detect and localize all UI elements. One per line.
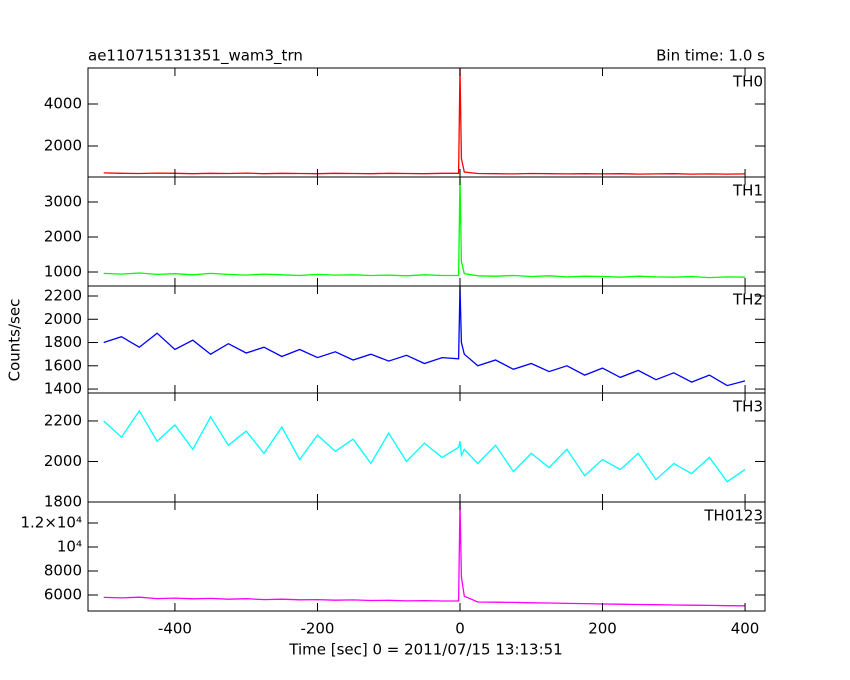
chart-title: ae110715131351_wam3_trn bbox=[88, 47, 303, 66]
x-tick-label: 400 bbox=[731, 620, 760, 638]
panel-label: TH3 bbox=[732, 398, 763, 416]
light-curve bbox=[103, 286, 746, 387]
y-tick-label: 2000 bbox=[44, 137, 82, 155]
panel-frame bbox=[87, 176, 766, 287]
panel-label: TH1 bbox=[732, 182, 763, 200]
y-tick-label: 8000 bbox=[44, 562, 82, 580]
light-curve bbox=[103, 177, 746, 279]
x-tick-label: 0 bbox=[455, 620, 465, 638]
y-tick-label: 2200 bbox=[44, 411, 82, 429]
panel-frame bbox=[87, 392, 766, 503]
x-axis-label: Time [sec] 0 = 2011/07/15 13:13:51 bbox=[288, 641, 562, 659]
panel-label: TH2 bbox=[732, 291, 763, 309]
panel-frame bbox=[87, 67, 766, 178]
light-curve bbox=[103, 409, 746, 483]
x-tick-label: -200 bbox=[300, 620, 334, 638]
y-tick-label: 2200 bbox=[44, 287, 82, 305]
y-tick-label: 2000 bbox=[44, 310, 82, 328]
light-curve bbox=[103, 68, 746, 175]
panel-frame bbox=[87, 501, 766, 612]
y-tick-label: 1400 bbox=[44, 380, 82, 398]
y-tick-label: 10⁴ bbox=[57, 538, 82, 556]
y-tick-label: 1000 bbox=[44, 262, 82, 280]
light-curve bbox=[103, 502, 746, 607]
y-tick-label: 1800 bbox=[44, 493, 82, 511]
y-tick-label: 1600 bbox=[44, 356, 82, 374]
y-tick-label: 1800 bbox=[44, 333, 82, 351]
y-axis-label: Counts/sec bbox=[6, 299, 24, 382]
y-tick-label: 2000 bbox=[44, 452, 82, 470]
y-tick-label: 4000 bbox=[44, 94, 82, 112]
x-tick-label: -400 bbox=[158, 620, 192, 638]
panel-label: TH0 bbox=[732, 73, 763, 91]
y-tick-label: 6000 bbox=[44, 586, 82, 604]
y-tick-label: 3000 bbox=[44, 192, 82, 210]
y-tick-label: 1.2×10⁴ bbox=[20, 514, 82, 532]
y-tick-label: 2000 bbox=[44, 227, 82, 245]
chart-subtitle: Bin time: 1.0 s bbox=[656, 47, 765, 65]
x-tick-label: 200 bbox=[588, 620, 617, 638]
panel-label: TH0123 bbox=[703, 507, 763, 525]
